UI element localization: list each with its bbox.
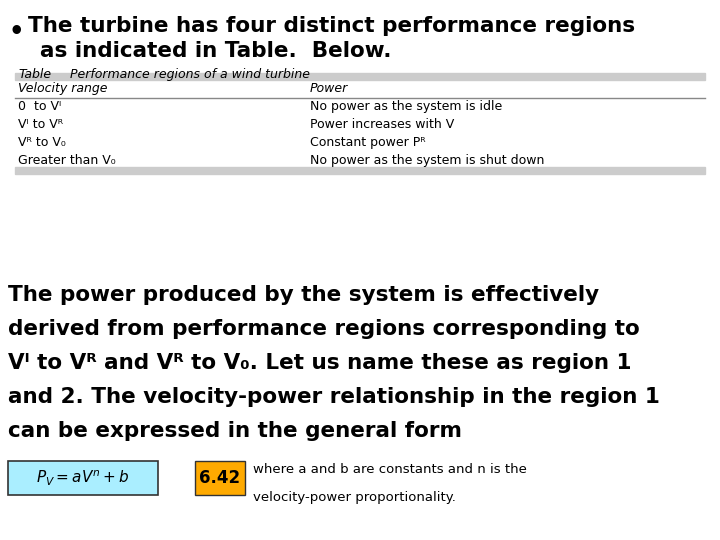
Text: The power produced by the system is effectively: The power produced by the system is effe…	[8, 285, 599, 305]
FancyBboxPatch shape	[8, 461, 158, 495]
Text: No power as the system is idle: No power as the system is idle	[310, 100, 503, 113]
Text: The turbine has four distinct performance regions: The turbine has four distinct performanc…	[28, 16, 635, 36]
Bar	[15, 167, 705, 174]
Text: Performance regions of a wind turbine: Performance regions of a wind turbine	[70, 68, 310, 81]
Text: Table: Table	[18, 68, 51, 81]
Text: and 2. The velocity-power relationship in the region 1: and 2. The velocity-power relationship i…	[8, 387, 660, 407]
Text: $P_V = aV^n + b$: $P_V = aV^n + b$	[36, 468, 130, 488]
Text: where a and b are constants and n is the: where a and b are constants and n is the	[253, 463, 527, 476]
Text: 6.42: 6.42	[199, 469, 240, 487]
Text: velocity-power proportionality.: velocity-power proportionality.	[253, 491, 456, 504]
Text: •: •	[8, 20, 24, 44]
Text: Constant power Pᴿ: Constant power Pᴿ	[310, 136, 426, 149]
Bar	[15, 73, 705, 80]
Text: 0  to Vᴵ: 0 to Vᴵ	[18, 100, 61, 113]
Text: derived from performance regions corresponding to: derived from performance regions corresp…	[8, 319, 640, 339]
Text: Vᴵ to Vᴿ and Vᴿ to V₀. Let us name these as region 1: Vᴵ to Vᴿ and Vᴿ to V₀. Let us name these…	[8, 353, 631, 373]
FancyBboxPatch shape	[195, 461, 245, 495]
Text: can be expressed in the general form: can be expressed in the general form	[8, 421, 462, 441]
Text: Vᴿ to V₀: Vᴿ to V₀	[18, 136, 66, 149]
Text: Greater than V₀: Greater than V₀	[18, 154, 116, 167]
Text: as indicated in Table.  Below.: as indicated in Table. Below.	[40, 41, 392, 61]
Text: Power: Power	[310, 82, 348, 95]
Text: Velocity range: Velocity range	[18, 82, 107, 95]
Text: No power as the system is shut down: No power as the system is shut down	[310, 154, 544, 167]
Text: Vᴵ to Vᴿ: Vᴵ to Vᴿ	[18, 118, 63, 131]
Text: Power increases with V: Power increases with V	[310, 118, 454, 131]
